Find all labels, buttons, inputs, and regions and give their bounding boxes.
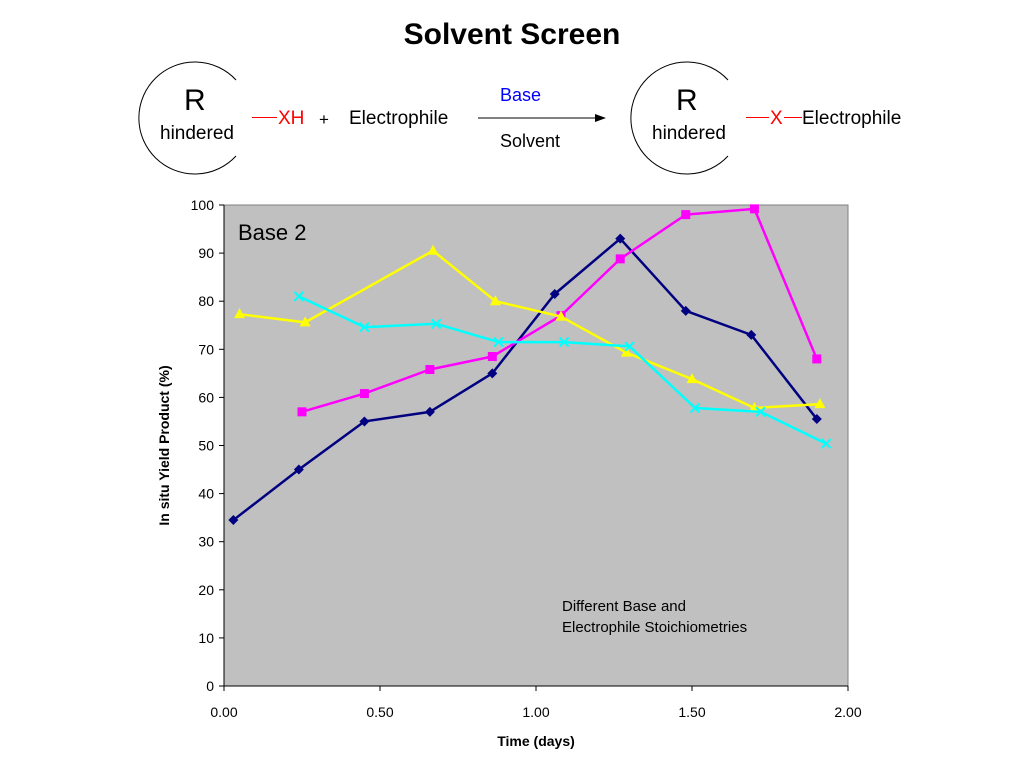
- data-point-diamond: [680, 305, 691, 316]
- reactant-hindered-label: hindered: [160, 123, 234, 144]
- data-point-x-stroke: [359, 321, 370, 333]
- data-point-diamond: [615, 233, 626, 244]
- x-tick-label: 0.00: [210, 704, 237, 720]
- y-tick-label: 30: [198, 534, 214, 550]
- x-tick-label: 0.50: [366, 704, 393, 720]
- data-point-x-stroke: [624, 341, 635, 352]
- data-point-square: [297, 407, 307, 417]
- chart-annotation: Electrophile Stoichiometries: [562, 619, 747, 636]
- y-tick-label: 90: [198, 245, 214, 261]
- y-tick-label: 20: [198, 582, 214, 598]
- data-point-square: [487, 352, 497, 362]
- panel-label: Base 2: [238, 220, 307, 245]
- data-point-x-stroke: [820, 438, 832, 449]
- data-point-x: [755, 406, 766, 418]
- reactant-r-label: R: [184, 84, 206, 117]
- electrophile-label: Electrophile: [349, 108, 449, 129]
- y-tick-label: 100: [191, 197, 215, 213]
- plus-sign: +: [319, 110, 329, 129]
- x-axis-title: Time (days): [497, 733, 575, 749]
- data-point-triangle: [620, 346, 632, 357]
- plot-area: [223, 204, 849, 687]
- data-point-triangle: [234, 308, 246, 319]
- page-title: Solvent Screen: [403, 18, 621, 51]
- product-bond-line-left: [746, 117, 769, 118]
- data-point-square: [359, 389, 369, 399]
- product-electrophile-label: Electrophile: [802, 108, 902, 129]
- data-point-x: [359, 321, 370, 333]
- data-point-square: [812, 354, 822, 364]
- data-point-diamond: [228, 515, 239, 526]
- y-axis-title: In situ Yield Product (%): [156, 365, 172, 525]
- y-tick-label: 60: [198, 389, 214, 405]
- reaction-arrow-head: [595, 114, 606, 122]
- x-tick-label: 1.50: [678, 704, 705, 720]
- y-tick-label: 50: [198, 438, 214, 454]
- data-point-diamond: [746, 329, 757, 340]
- data-point-x-stroke: [755, 406, 766, 418]
- data-point-x: [430, 318, 442, 330]
- data-point-triangle: [489, 295, 501, 306]
- data-point-triangle: [427, 244, 439, 255]
- data-point-diamond: [487, 368, 498, 379]
- product-r-label: R: [676, 84, 698, 117]
- data-point-square: [425, 365, 435, 375]
- arrow-solvent-label: Solvent: [500, 131, 561, 151]
- x-tick-label: 1.00: [522, 704, 549, 720]
- y-tick-label: 10: [198, 630, 214, 646]
- data-point-x: [689, 402, 701, 414]
- product-bond-line-right: [784, 117, 802, 118]
- data-point-x: [624, 341, 635, 352]
- data-point-x-stroke: [558, 336, 570, 348]
- reaction-scheme: R hindered XH + Electrophile Base Solven…: [0, 0, 1024, 190]
- reactant-bond-line: [252, 117, 277, 118]
- reactant-group-label: XH: [278, 108, 305, 129]
- data-point-x: [293, 291, 305, 302]
- data-point-diamond: [424, 406, 435, 417]
- data-point-diamond: [359, 416, 370, 427]
- data-point-triangle: [555, 310, 567, 321]
- data-point-diamond: [811, 414, 822, 425]
- data-point-triangle: [299, 316, 311, 327]
- x-tick-label: 2.00: [834, 704, 861, 720]
- data-point-diamond: [549, 288, 560, 299]
- data-point-diamond: [293, 464, 304, 475]
- data-point-x: [820, 438, 832, 449]
- data-point-square: [681, 210, 691, 220]
- y-tick-label: 0: [206, 678, 214, 694]
- data-point-triangle: [814, 398, 826, 409]
- data-point-x-stroke: [430, 318, 442, 330]
- y-tick-label: 80: [198, 293, 214, 309]
- product-hindered-label: hindered: [652, 123, 726, 144]
- data-point-x-stroke: [689, 402, 701, 414]
- product-group-label: X: [770, 108, 783, 129]
- data-point-x-stroke: [293, 291, 305, 302]
- data-point-x: [493, 336, 504, 348]
- data-point-square: [749, 204, 759, 214]
- reactant-ring-arc: [138, 61, 237, 175]
- product-ring-arc: [630, 61, 729, 175]
- reaction-scheme-drawing: [138, 61, 729, 175]
- data-point-square: [615, 254, 625, 264]
- data-point-x-stroke: [493, 336, 504, 348]
- arrow-base-label: Base: [500, 85, 542, 105]
- data-point-triangle: [686, 373, 698, 384]
- y-tick-label: 40: [198, 486, 214, 502]
- series-line-1: [232, 237, 818, 522]
- chart-annotation: Different Base and: [562, 598, 686, 615]
- y-tick-label: 70: [198, 341, 214, 357]
- data-point-x: [558, 336, 570, 348]
